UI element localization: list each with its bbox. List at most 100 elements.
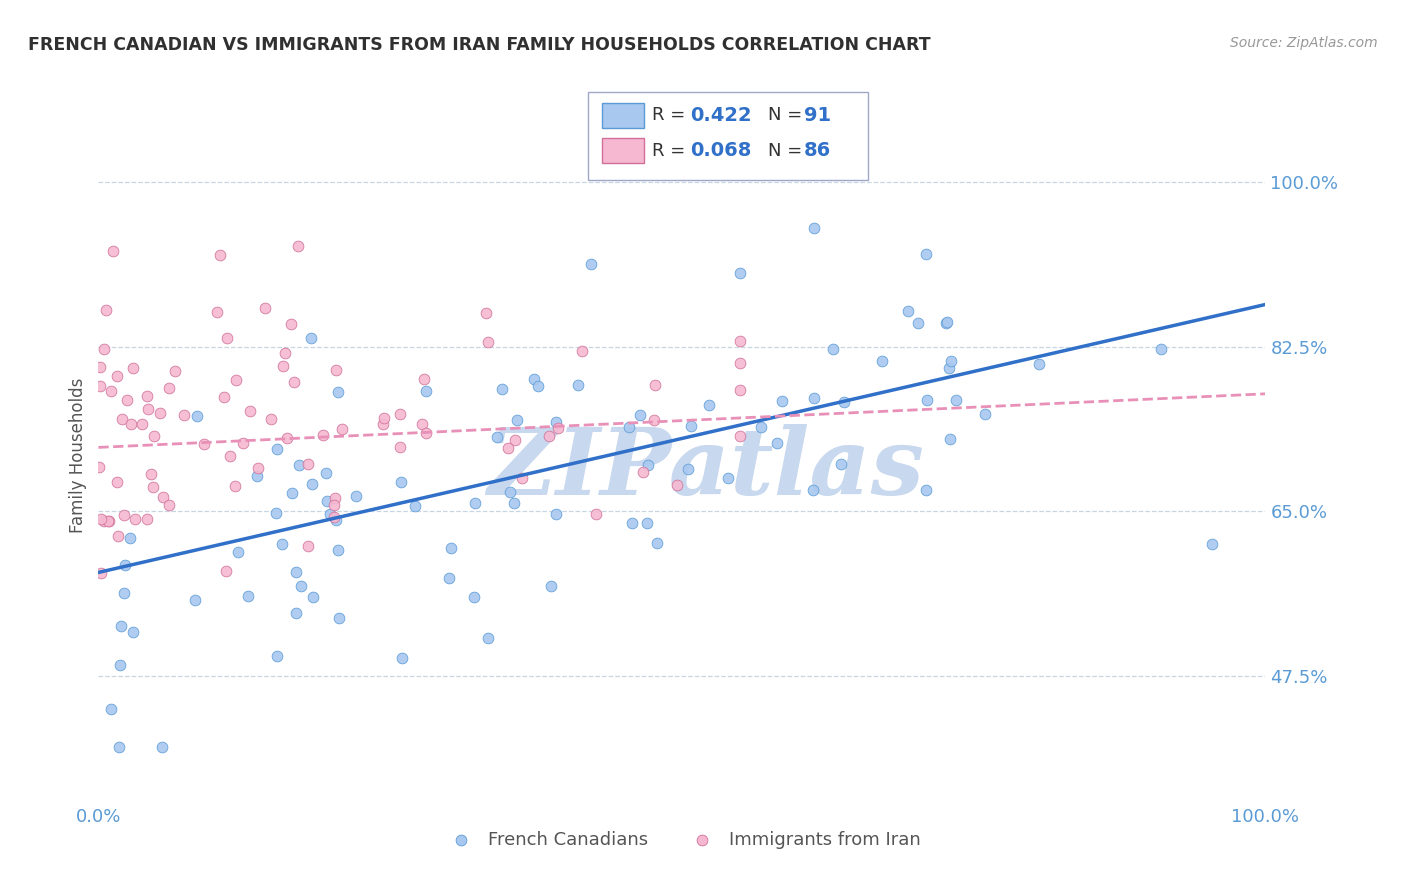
- Point: [803, 391, 825, 405]
- Legend: French Canadians, Immigrants from Iran: French Canadians, Immigrants from Iran: [436, 824, 928, 856]
- Point: [318, 508, 340, 522]
- Point: [94, 303, 117, 318]
- Point: [1201, 536, 1223, 550]
- Point: [939, 432, 962, 446]
- Point: [315, 493, 337, 508]
- Point: [215, 331, 238, 345]
- Text: Source: ZipAtlas.com: Source: ZipAtlas.com: [1230, 36, 1378, 50]
- Point: [90, 566, 112, 580]
- Point: [271, 537, 294, 551]
- Point: [328, 610, 350, 624]
- Point: [108, 658, 131, 673]
- Point: [373, 410, 395, 425]
- Text: 86: 86: [804, 141, 831, 161]
- Point: [636, 516, 658, 531]
- Point: [498, 484, 520, 499]
- Point: [510, 471, 533, 485]
- Point: [728, 267, 751, 281]
- Text: R =: R =: [652, 106, 692, 124]
- Point: [477, 632, 499, 646]
- Point: [142, 480, 165, 494]
- Point: [330, 422, 353, 436]
- Point: [914, 247, 936, 261]
- Point: [105, 475, 128, 490]
- Point: [276, 431, 298, 445]
- Point: [749, 420, 772, 434]
- Point: [301, 477, 323, 491]
- Point: [411, 417, 433, 431]
- Point: [730, 429, 752, 443]
- Point: [266, 442, 288, 456]
- Point: [491, 382, 513, 396]
- Point: [821, 342, 844, 356]
- Point: [581, 257, 603, 271]
- Point: [90, 512, 112, 526]
- Point: [301, 590, 323, 604]
- Point: [328, 542, 350, 557]
- Point: [93, 514, 115, 528]
- Point: [297, 457, 319, 471]
- Point: [540, 579, 562, 593]
- Point: [503, 433, 526, 447]
- Point: [315, 466, 337, 480]
- Text: 0.068: 0.068: [690, 141, 752, 161]
- Point: [117, 392, 139, 407]
- Text: FRENCH CANADIAN VS IMMIGRANTS FROM IRAN FAMILY HOUSEHOLDS CORRELATION CHART: FRENCH CANADIAN VS IMMIGRANTS FROM IRAN …: [28, 36, 931, 54]
- Point: [111, 412, 134, 426]
- Point: [477, 335, 499, 350]
- Point: [110, 619, 132, 633]
- Point: [631, 466, 654, 480]
- Point: [647, 536, 669, 550]
- Point: [152, 490, 174, 504]
- Point: [666, 478, 689, 492]
- Point: [935, 314, 957, 328]
- Point: [122, 624, 145, 639]
- Point: [547, 421, 569, 435]
- Point: [676, 462, 699, 476]
- Point: [89, 359, 111, 374]
- Point: [271, 359, 294, 374]
- Point: [186, 409, 208, 424]
- Point: [124, 512, 146, 526]
- Point: [165, 364, 187, 378]
- Point: [193, 437, 215, 451]
- Point: [974, 407, 997, 421]
- Point: [716, 471, 738, 485]
- Text: R =: R =: [652, 142, 692, 160]
- Point: [941, 354, 963, 368]
- Point: [246, 469, 269, 483]
- Point: [157, 381, 180, 395]
- Point: [87, 459, 110, 474]
- Point: [801, 483, 824, 498]
- Point: [173, 408, 195, 422]
- Point: [412, 372, 434, 386]
- Point: [344, 489, 367, 503]
- Point: [89, 378, 111, 392]
- Point: [585, 507, 607, 521]
- Point: [297, 539, 319, 553]
- Point: [254, 301, 277, 315]
- Point: [215, 564, 238, 578]
- Point: [205, 305, 228, 319]
- Point: [897, 304, 920, 318]
- Point: [280, 318, 302, 332]
- Point: [567, 377, 589, 392]
- Point: [122, 360, 145, 375]
- Point: [120, 531, 142, 545]
- Text: N =: N =: [768, 142, 807, 160]
- Point: [523, 372, 546, 386]
- Point: [643, 413, 665, 427]
- Point: [209, 248, 232, 262]
- Point: [93, 342, 115, 356]
- Point: [326, 384, 349, 399]
- Point: [112, 585, 135, 599]
- Point: [679, 418, 702, 433]
- Text: ZIPatlas: ZIPatlas: [486, 424, 924, 514]
- Point: [232, 435, 254, 450]
- Point: [371, 417, 394, 431]
- Point: [935, 316, 957, 330]
- Point: [100, 384, 122, 398]
- Point: [238, 589, 260, 603]
- Point: [135, 389, 157, 403]
- Y-axis label: Family Households: Family Households: [69, 377, 87, 533]
